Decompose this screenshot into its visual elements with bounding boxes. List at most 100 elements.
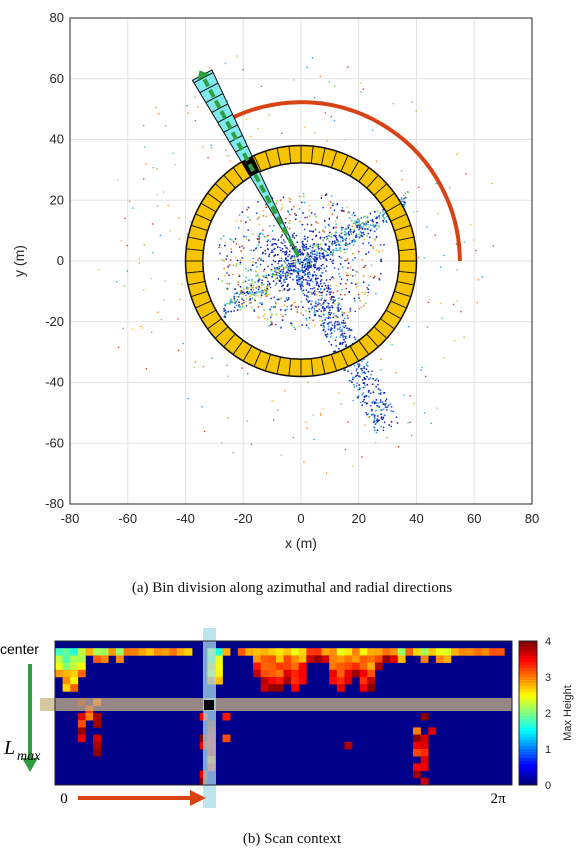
- cloud-point: [260, 289, 263, 292]
- cloud-point: [333, 313, 335, 315]
- cloud-point: [317, 247, 320, 250]
- cloud-point: [340, 403, 343, 405]
- cloud-point: [475, 249, 477, 252]
- cloud-point: [230, 239, 233, 241]
- cloud-point: [439, 266, 442, 268]
- cloud-point: [306, 66, 308, 69]
- cloud-point: [363, 293, 366, 296]
- cloud-point: [387, 404, 390, 407]
- cloud-point: [333, 249, 335, 251]
- heat-cell: [291, 677, 300, 685]
- cloud-point: [240, 220, 243, 222]
- cloud-point: [270, 305, 273, 308]
- cloud-point: [358, 226, 361, 229]
- cloud-point: [390, 425, 393, 428]
- cloud-point: [303, 235, 306, 238]
- cloud-point: [308, 215, 311, 217]
- cloud-point: [351, 239, 354, 242]
- cloud-point: [340, 278, 343, 281]
- cloud-point: [258, 277, 261, 280]
- cloud-point: [321, 272, 323, 274]
- cloud-point: [336, 241, 339, 244]
- cloud-point: [267, 234, 269, 237]
- cloud-point: [266, 277, 269, 280]
- cloud-point: [302, 195, 305, 198]
- cloud-point: [310, 279, 312, 282]
- cloud-point: [241, 304, 244, 306]
- cloud-point: [177, 349, 180, 352]
- cloud-point: [286, 264, 289, 267]
- cloud-point: [324, 284, 327, 287]
- heat-cell: [420, 763, 429, 771]
- cloud-point: [380, 258, 383, 261]
- cloud-point: [264, 252, 267, 255]
- cloud-point: [363, 398, 365, 401]
- cloud-point: [376, 210, 379, 212]
- cloud-point: [355, 270, 358, 273]
- cloud-point: [255, 275, 258, 277]
- cloud-point: [324, 319, 327, 321]
- cloud-point: [369, 219, 372, 222]
- cloud-point: [259, 246, 262, 249]
- cloud-point: [160, 318, 163, 321]
- cloud-point: [396, 422, 399, 424]
- cloud-point: [338, 244, 341, 247]
- cloud-point: [346, 243, 349, 246]
- cloud-point: [341, 311, 344, 313]
- cloud-point: [403, 394, 405, 396]
- heat-cell: [62, 648, 71, 656]
- cloud-point: [271, 313, 273, 315]
- cloud-point: [315, 253, 318, 256]
- cloud-point: [374, 429, 376, 432]
- cloud-point: [348, 242, 351, 245]
- heat-cell: [275, 655, 284, 663]
- cloud-point: [348, 311, 351, 314]
- cloud-point: [260, 283, 263, 286]
- heat-cell: [222, 648, 231, 656]
- heat-cell: [275, 684, 284, 692]
- cloud-point: [281, 250, 284, 253]
- heat-cell: [336, 662, 345, 671]
- cloud-point: [361, 228, 364, 230]
- cloud-point: [324, 299, 327, 302]
- cloud-point: [239, 285, 242, 288]
- cloud-point: [229, 300, 232, 303]
- cloud-point: [349, 266, 352, 269]
- cloud-point: [241, 297, 243, 300]
- cloud-point: [345, 272, 347, 274]
- cloud-point: [300, 281, 303, 283]
- cloud-point: [372, 276, 375, 279]
- cloud-point: [344, 322, 347, 325]
- cloud-point: [311, 238, 314, 241]
- cloud-point: [308, 310, 311, 313]
- cloud-point: [313, 324, 316, 327]
- colorbar-step: [519, 659, 537, 663]
- beam-divider: [217, 114, 233, 123]
- cloud-point: [202, 365, 205, 368]
- cloud-point: [363, 238, 366, 241]
- cloud-point: [357, 250, 360, 253]
- cloud-point: [230, 251, 233, 253]
- cloud-point: [333, 330, 336, 332]
- cloud-point: [375, 249, 378, 252]
- cloud-point: [302, 246, 304, 249]
- cloud-point: [293, 326, 296, 329]
- cloud-point: [286, 268, 288, 270]
- cloud-point: [341, 330, 343, 333]
- cloud-point: [282, 274, 284, 277]
- cloud-point: [372, 413, 375, 416]
- cloud-point: [279, 277, 282, 279]
- cloud-point: [288, 222, 291, 225]
- cloud-point: [279, 199, 282, 202]
- cloud-point: [280, 203, 283, 206]
- cloud-point: [326, 251, 328, 254]
- cloud-point: [249, 283, 251, 286]
- cloud-point: [303, 238, 306, 241]
- heat-cell: [93, 741, 101, 750]
- cloud-point: [362, 392, 365, 395]
- cloud-point: [309, 273, 311, 276]
- cloud-point: [314, 248, 317, 251]
- cloud-point: [318, 290, 321, 293]
- cloud-point: [314, 264, 317, 267]
- cloud-point: [308, 259, 311, 262]
